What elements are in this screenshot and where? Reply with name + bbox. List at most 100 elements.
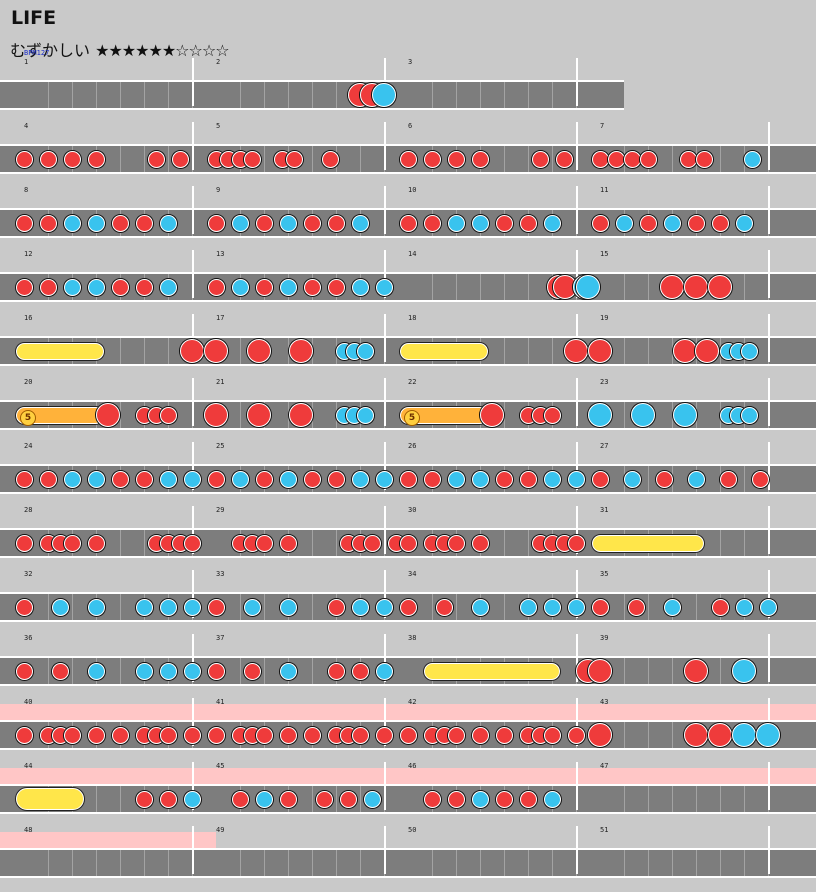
beat-line: [504, 338, 505, 364]
don-note: [303, 726, 321, 744]
ka-note: [471, 214, 489, 232]
beat-line: [624, 850, 625, 876]
beat-line: [648, 466, 649, 492]
ka-note: [279, 470, 297, 488]
don-note: [567, 726, 585, 744]
don-note: [63, 726, 81, 744]
big-ka-note: [576, 275, 601, 299]
beat-line: [360, 146, 361, 172]
ka-note: [279, 662, 297, 680]
don-note: [135, 790, 153, 808]
bar-line: [576, 506, 578, 554]
beat-line: [456, 82, 457, 108]
bar-line: [192, 378, 194, 426]
beat-line: [720, 530, 721, 556]
beat-line: [432, 82, 433, 108]
ka-note: [735, 214, 753, 232]
measure-number: 9: [216, 186, 221, 194]
beat-line: [288, 402, 289, 428]
don-note: [591, 470, 609, 488]
beat-line: [504, 82, 505, 108]
ka-note: [375, 470, 393, 488]
roll-note: [400, 342, 488, 360]
beat-line: [120, 82, 121, 108]
beat-line: [240, 850, 241, 876]
ka-note: [471, 790, 489, 808]
ka-note: [231, 470, 249, 488]
big-don-note: [246, 403, 271, 427]
measure-number: 22: [408, 378, 417, 386]
don-note: [519, 790, 537, 808]
bar-line: [192, 506, 194, 554]
big-don-note: [204, 403, 228, 427]
ka-note: [740, 342, 758, 360]
bpm-marker: BPM127: [24, 49, 50, 57]
chart-row: 48 49 50 51: [0, 826, 816, 892]
don-note: [375, 726, 393, 744]
note-lane: [0, 848, 816, 878]
measure-number: 35: [600, 570, 609, 578]
bar-line: [576, 314, 578, 362]
don-note: [751, 470, 769, 488]
beat-line: [144, 146, 145, 172]
measure-number: 8: [24, 186, 29, 194]
ka-note: [63, 214, 81, 232]
don-note: [363, 534, 381, 552]
ka-note: [543, 470, 561, 488]
beat-line: [240, 402, 241, 428]
measure-number: 49: [216, 826, 225, 834]
big-don-note: [708, 275, 732, 299]
measure-number: 3: [408, 58, 413, 66]
measure-number: 45: [216, 762, 225, 770]
gogo-time-band: [0, 768, 816, 786]
don-note: [655, 470, 673, 488]
don-note: [255, 214, 273, 232]
ka-note: [735, 598, 753, 616]
don-note: [627, 598, 645, 616]
beat-line: [744, 530, 745, 556]
beat-line: [120, 850, 121, 876]
bar-line: [192, 826, 194, 874]
ka-note: [375, 662, 393, 680]
beat-line: [624, 658, 625, 684]
ka-note: [135, 662, 153, 680]
bar-line: [192, 762, 194, 810]
measure-number: 36: [24, 634, 33, 642]
beat-line: [48, 658, 49, 684]
measure-number: 50: [408, 826, 417, 834]
beat-line: [288, 82, 289, 108]
don-note: [255, 470, 273, 488]
beat-line: [624, 722, 625, 748]
chart-row: 8 9 10 11: [0, 186, 816, 252]
beat-line: [504, 402, 505, 428]
beat-line: [504, 274, 505, 300]
measure-number: 19: [600, 314, 609, 322]
beat-line: [720, 658, 721, 684]
bar-line: [192, 122, 194, 170]
beat-line: [672, 722, 673, 748]
don-note: [447, 726, 465, 744]
ka-note: [543, 598, 561, 616]
don-note: [399, 214, 417, 232]
ka-note: [623, 470, 641, 488]
ka-note: [543, 214, 561, 232]
ka-note: [63, 278, 81, 296]
chart-row: 40 41 42 43: [0, 698, 816, 764]
don-note: [531, 150, 549, 168]
ka-note: [159, 598, 177, 616]
measure-number: 27: [600, 442, 609, 450]
beat-line: [312, 146, 313, 172]
beat-line: [288, 850, 289, 876]
beat-line: [480, 850, 481, 876]
big-don-note: [96, 403, 120, 427]
beat-line: [432, 274, 433, 300]
don-note: [555, 150, 573, 168]
ka-note: [351, 214, 369, 232]
beat-line: [336, 82, 337, 108]
measure-number: 29: [216, 506, 225, 514]
ka-note: [87, 470, 105, 488]
don-note: [135, 214, 153, 232]
balloon-note: 5: [16, 406, 104, 426]
bar-line: [384, 506, 386, 554]
